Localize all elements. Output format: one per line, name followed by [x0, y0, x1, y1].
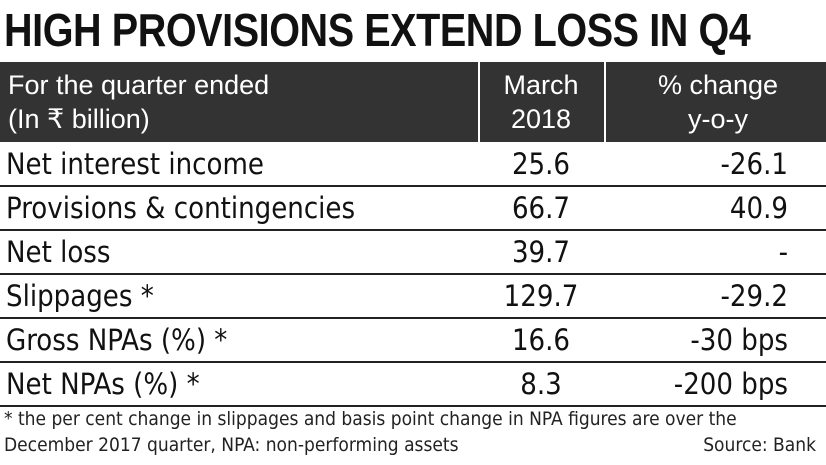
row-divider [0, 317, 826, 319]
header-col1-line2: 2018 [510, 104, 572, 134]
march-2018-value: 16.6 [511, 323, 571, 357]
row-divider [0, 273, 826, 275]
row-label: Net loss [6, 235, 111, 269]
table-header: For the quarter ended (In ₹ billion) Mar… [0, 62, 826, 142]
column-separator [478, 62, 480, 402]
header-col2-line1: % change [657, 70, 779, 100]
header-label-line1: For the quarter ended [8, 70, 270, 100]
row-label: Net NPAs (%) * [6, 367, 200, 401]
table-row: Net loss 39.7 - [0, 230, 826, 274]
header-col2-line2: y-o-y [688, 104, 748, 134]
march-2018-value: 25.6 [511, 147, 571, 181]
table-row: Net interest income 25.6 -26.1 [0, 142, 826, 186]
footnote: * the per cent change in slippages and b… [4, 408, 737, 456]
row-divider [0, 229, 826, 231]
header-march-2018: March 2018 [482, 62, 600, 142]
march-2018-value: 129.7 [503, 279, 579, 313]
header-label-cell: For the quarter ended (In ₹ billion) [8, 62, 478, 142]
row-label: Slippages * [6, 279, 154, 313]
table-row: Gross NPAs (%) * 16.6 -30 bps [0, 318, 826, 362]
header-label-line2: (In ₹ billion) [8, 104, 150, 134]
change-yoy-value: -200 bps [673, 367, 788, 401]
header-col1-line1: March [503, 70, 579, 100]
march-2018-value: 66.7 [511, 191, 571, 225]
table-row: Net NPAs (%) * 8.3 -200 bps [0, 362, 826, 406]
march-2018-value: 39.7 [511, 235, 571, 269]
table-row: Provisions & contingencies 66.7 40.9 [0, 186, 826, 230]
row-divider [0, 361, 826, 363]
change-yoy-value: 40.9 [729, 191, 788, 225]
row-divider [0, 185, 826, 187]
march-2018-value: 8.3 [520, 367, 562, 401]
source-note: Source: Bank [703, 434, 816, 456]
table-row: Slippages * 129.7 -29.2 [0, 274, 826, 318]
row-label: Gross NPAs (%) * [6, 323, 228, 357]
chart-title: HIGH PROVISIONS EXTEND LOSS IN Q4 [4, 4, 751, 56]
change-yoy-value: - [778, 235, 788, 269]
column-separator [604, 62, 606, 402]
header-change-yoy: % change y-o-y [610, 62, 826, 142]
row-label: Net interest income [6, 147, 264, 181]
change-yoy-value: -30 bps [690, 323, 788, 357]
change-yoy-value: -26.1 [720, 147, 789, 181]
change-yoy-value: -29.2 [720, 279, 789, 313]
row-divider [0, 405, 826, 407]
row-label: Provisions & contingencies [6, 191, 356, 225]
